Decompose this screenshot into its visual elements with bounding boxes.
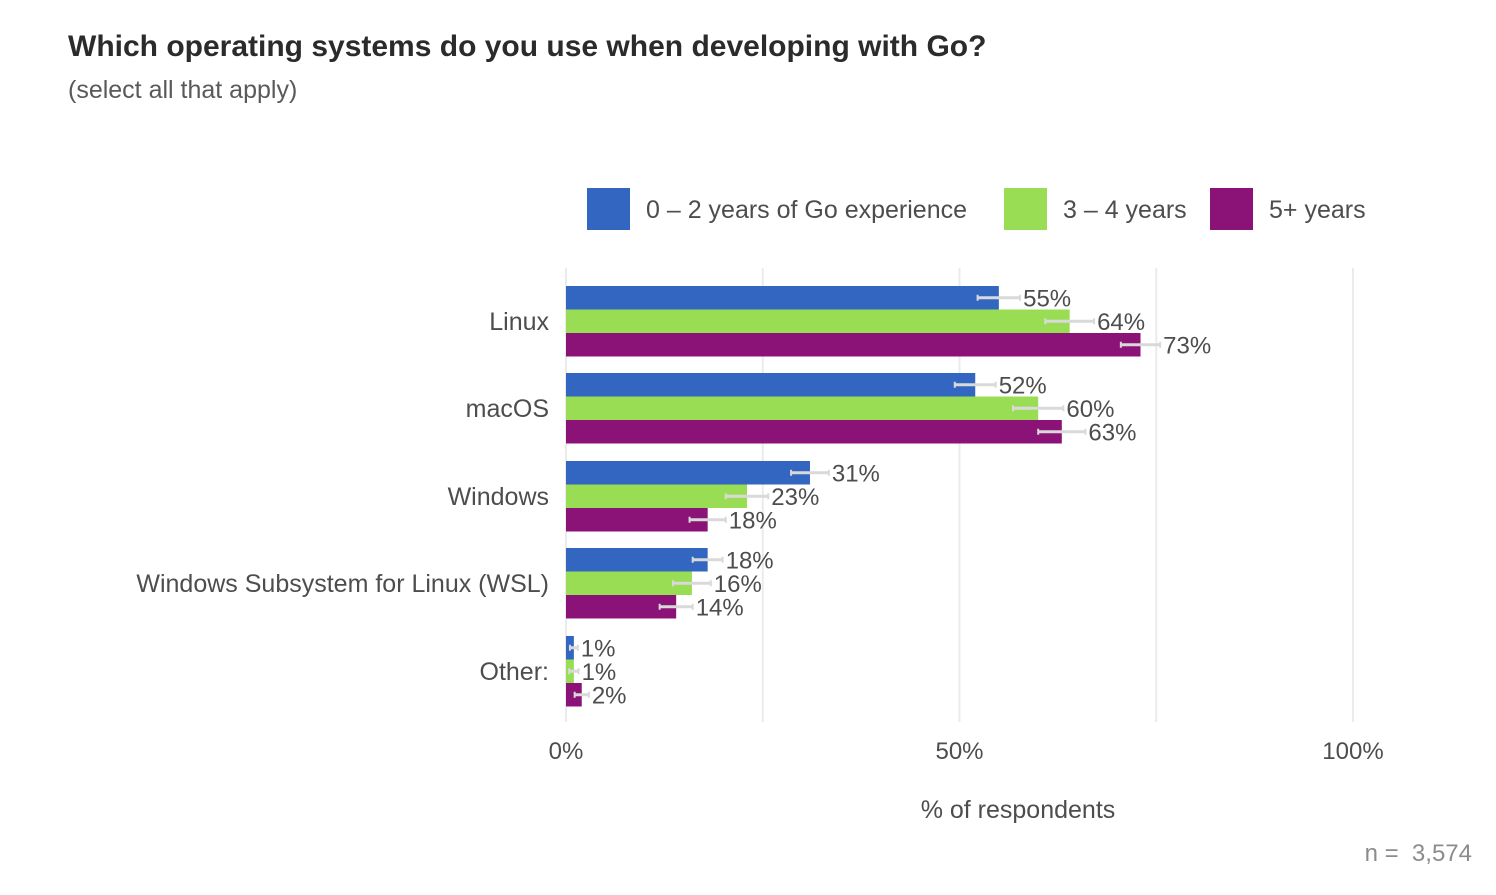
legend-swatch	[587, 188, 630, 230]
chart-subtitle: (select all that apply)	[68, 76, 297, 104]
bar	[566, 396, 1039, 420]
bar	[566, 286, 999, 310]
bar	[566, 373, 976, 397]
data-label: 14%	[696, 594, 744, 621]
data-label: 1%	[582, 659, 617, 686]
legend: 0 – 2 years of Go experience 3 – 4 years 5…	[587, 188, 1366, 230]
category-label: Windows Subsystem for Linux (WSL)	[136, 570, 549, 598]
bar	[566, 508, 708, 532]
legend-label: 5+ years	[1269, 196, 1366, 224]
x-axis-title: % of respondents	[921, 796, 1116, 824]
x-tick-label: 100%	[1322, 738, 1383, 765]
legend-swatch	[1210, 188, 1253, 230]
data-label: 18%	[726, 547, 774, 574]
bar	[566, 595, 677, 619]
category-label: Windows	[448, 483, 549, 511]
bar	[566, 309, 1070, 333]
bar	[566, 571, 692, 595]
legend-label: 3 – 4 years	[1063, 196, 1187, 224]
bar	[566, 484, 748, 508]
data-label: 23%	[771, 484, 819, 511]
data-label: 60%	[1066, 396, 1114, 423]
data-label: 52%	[999, 372, 1047, 399]
data-label: 2%	[592, 682, 627, 709]
bar	[566, 333, 1141, 357]
x-axis-tick-labels: 0% 50% 100%	[549, 738, 1384, 765]
x-tick-label: 50%	[935, 738, 983, 765]
bar	[566, 461, 810, 485]
x-tick-label: 0%	[549, 738, 584, 765]
category-label: Linux	[489, 308, 549, 336]
error-bars	[568, 294, 1162, 698]
category-labels: Linux macOS Windows Windows Subsystem for L…	[136, 308, 549, 686]
data-label: 63%	[1088, 419, 1136, 446]
chart-title: Which operating systems do you use when …	[68, 30, 986, 63]
legend-label: 0 – 2 years of Go experience	[646, 196, 967, 224]
data-label: 1%	[581, 635, 616, 662]
bar	[566, 548, 708, 572]
data-label: 64%	[1097, 309, 1145, 336]
data-label: 73%	[1163, 332, 1211, 359]
sample-size-note: n = 3,574	[1365, 840, 1472, 867]
category-label: Other:	[480, 658, 549, 686]
bar	[566, 420, 1062, 444]
data-labels: 55%64%73%52%60%63%31%23%18%18%16%14%1%1%…	[581, 285, 1211, 709]
data-label: 18%	[729, 507, 777, 534]
data-label: 55%	[1023, 285, 1071, 312]
bars	[566, 286, 1141, 707]
category-label: macOS	[466, 395, 549, 423]
data-label: 31%	[832, 460, 880, 487]
data-label: 16%	[714, 571, 762, 598]
legend-swatch	[1004, 188, 1047, 230]
